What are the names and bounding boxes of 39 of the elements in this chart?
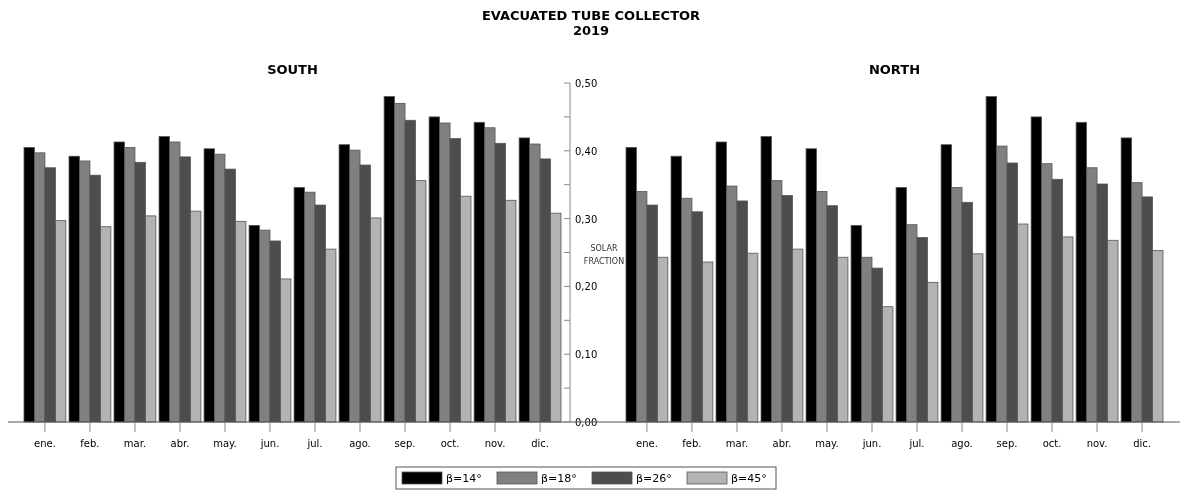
legend-label: β=45° (731, 472, 767, 485)
chart-title: SOUTH (267, 62, 318, 77)
legend-label: β=26° (636, 472, 672, 485)
x-tick-label: sep. (996, 438, 1018, 449)
x-tick-label: oct. (1042, 438, 1062, 449)
x-tick-label: jun. (259, 438, 280, 449)
y-axis-title: SOLAR FRACTION (583, 243, 625, 266)
x-tick-label: feb. (682, 438, 702, 449)
x-tick-label: ago. (349, 438, 371, 449)
y-tick-label: 0,20 (575, 281, 598, 293)
text: EVACUATED TUBE COLLECTOR (481, 8, 701, 23)
x-tick-label: feb. (80, 438, 100, 449)
x-tick-label: may. (213, 438, 237, 449)
chart-title: NORTH (868, 62, 921, 77)
x-tick-label: dic. (531, 438, 549, 449)
x-tick-label: may. (815, 438, 839, 449)
x-tick-label: sep. (394, 438, 416, 449)
x-tick-label: jun. (861, 438, 882, 449)
legend-label: β=14° (446, 472, 482, 485)
x-tick-label: mar. (123, 438, 147, 449)
x-tick-label: nov. (484, 438, 506, 449)
x-tick-label: ene. (34, 438, 56, 449)
y-tick-label: 0,00 (575, 417, 598, 428)
x-tick-label: mar. (725, 438, 749, 449)
legend-label: β=18° (541, 472, 577, 485)
x-tick-label: nov. (1086, 438, 1108, 449)
x-tick-label: ago. (951, 438, 973, 449)
y-tick-label: 0,40 (575, 145, 598, 157)
y-tick-label: 0,30 (575, 213, 598, 225)
x-tick-label: abr. (170, 438, 190, 449)
x-tick-label: ene. (636, 438, 658, 449)
y-tick-label: 0,10 (575, 349, 598, 361)
x-tick-label: jul. (306, 438, 323, 449)
y-tick-label: 0,50 (575, 78, 598, 89)
x-tick-label: jul. (908, 438, 925, 449)
x-tick-label: abr. (772, 438, 792, 449)
x-tick-label: oct. (440, 438, 460, 449)
x-tick-label: dic. (1133, 438, 1151, 449)
text: 2019 (572, 23, 610, 38)
